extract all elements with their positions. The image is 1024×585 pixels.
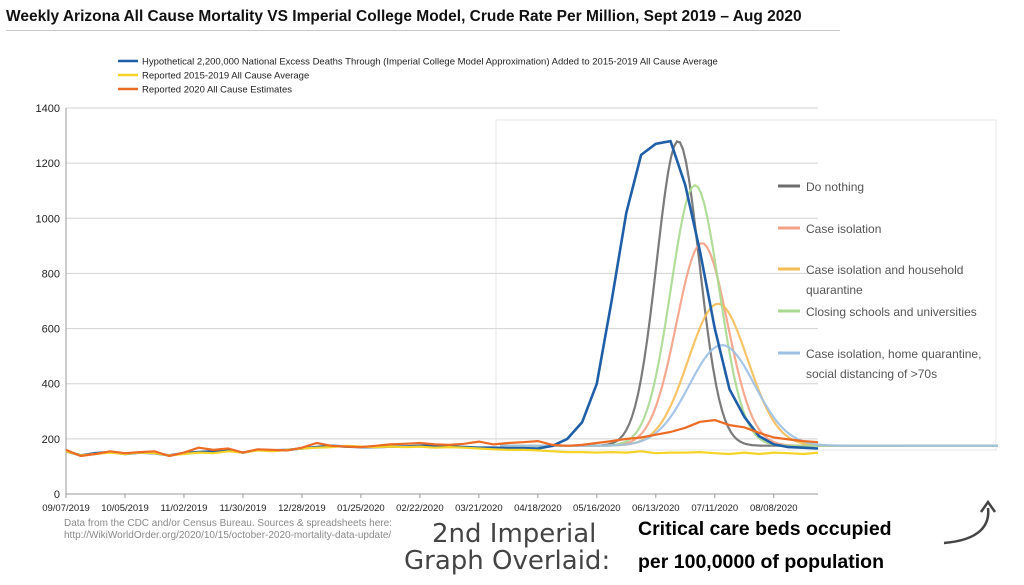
axes — [65, 108, 818, 495]
x-tick-label: 12/28/2019 — [278, 503, 326, 514]
x-tick-label: 01/25/2020 — [337, 503, 385, 514]
x-tick-label: 03/21/2020 — [455, 503, 503, 514]
overlay-legend-entry: Closing schools and universities — [806, 305, 977, 319]
source-note-line2[interactable]: http://WikiWorldOrder.org/2020/10/15/oct… — [64, 530, 392, 541]
overlay-axis-caption-line2: per 100,0000 of population — [638, 551, 884, 573]
x-tick-label: 04/18/2020 — [514, 503, 562, 514]
legend-entry: Hypothetical 2,200,000 National Excess D… — [142, 57, 718, 68]
overlay-legend-entry: Case isolation and household — [806, 263, 963, 277]
y-tick-label: 200 — [42, 434, 60, 446]
grid-lines — [66, 107, 818, 495]
y-tick-label: 0 — [54, 489, 60, 501]
y-tick-label: 1000 — [36, 213, 60, 225]
overlay-lines — [500, 140, 999, 447]
source-note-line1: Data from the CDC and/or Census Bureau. … — [64, 518, 392, 529]
overlay-axis-caption-line1: Critical care beds occupied — [638, 518, 892, 540]
x-tick-label: 02/22/2020 — [396, 503, 444, 514]
legend-entry: Reported 2020 All Cause Estimates — [142, 85, 292, 96]
overlay-image-border — [495, 119, 997, 451]
y-tick-label: 1200 — [36, 158, 60, 170]
curved-arrow-icon — [943, 499, 997, 545]
overlay-caption-line1: 2nd Imperial — [432, 519, 597, 549]
legend-entry: Reported 2015-2019 All Cause Average — [142, 71, 309, 82]
x-tick-label: 06/13/2020 — [632, 503, 680, 514]
series-line-0 — [65, 139, 819, 457]
title-divider — [6, 30, 840, 31]
overlay-legend: Do nothing Case isolation Case isolation a… — [778, 180, 981, 381]
x-tick-labels: 09/07/2019 10/05/2019 11/02/2019 11/30/2019… — [42, 494, 798, 514]
overlay-legend-entry: Case isolation, home quarantine, — [806, 347, 981, 361]
overlay-caption-line2: Graph Overlaid: — [404, 546, 611, 576]
x-tick-label: 11/30/2019 — [220, 503, 267, 514]
overlay-legend-entry: Case isolation — [806, 222, 881, 236]
x-tick-label: 11/02/2019 — [161, 503, 208, 514]
series-line-2 — [65, 419, 819, 458]
overlay-legend-entry: social distancing of >70s — [806, 367, 937, 381]
y-tick-labels: 0 200 400 600 800 1000 1200 1400 — [36, 103, 60, 501]
y-tick-label: 800 — [42, 268, 60, 280]
overlay-curve-0 — [500, 140, 998, 447]
series-line-1 — [65, 444, 819, 457]
x-tick-label: 07/11/2020 — [691, 503, 738, 514]
y-tick-label: 600 — [42, 324, 60, 336]
chart-title: Weekly Arizona All Cause Mortality VS Im… — [6, 8, 802, 25]
overlay-legend-entry: quarantine — [806, 283, 863, 297]
overlay-legend-entry: Do nothing — [806, 180, 864, 194]
series-lines — [65, 139, 819, 458]
y-tick-label: 1400 — [36, 103, 60, 115]
overlay-frame — [495, 119, 997, 451]
legend: Hypothetical 2,200,000 National Excess D… — [118, 57, 718, 96]
y-tick-label: 400 — [42, 379, 60, 391]
x-tick-label: 09/07/2019 — [42, 503, 90, 514]
x-tick-label: 10/05/2019 — [101, 503, 149, 514]
x-tick-label: 05/16/2020 — [573, 503, 621, 514]
x-tick-label: 08/08/2020 — [750, 503, 798, 514]
